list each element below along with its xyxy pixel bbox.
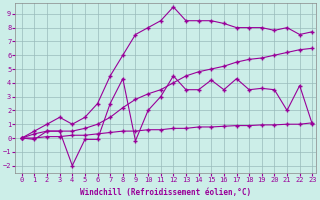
X-axis label: Windchill (Refroidissement éolien,°C): Windchill (Refroidissement éolien,°C)	[80, 188, 251, 197]
